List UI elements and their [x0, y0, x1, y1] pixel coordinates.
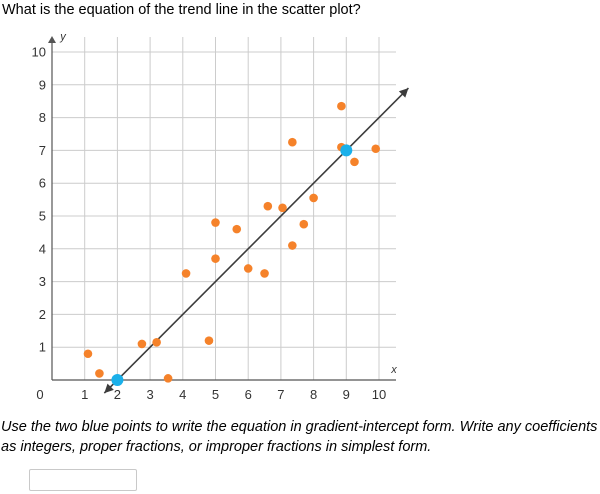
y-axis-label: y: [59, 31, 67, 43]
grid-lines: [52, 37, 396, 380]
scatter-point: [309, 193, 318, 203]
x-tick-label: 8: [310, 387, 317, 402]
scatter-point: [181, 269, 191, 278]
y-tick-label: 10: [32, 45, 46, 60]
scatter-point: [137, 339, 147, 349]
instructions-text: Use the two blue points to write the equ…: [1, 419, 598, 455]
scatter-point: [211, 218, 220, 227]
scatter-point: [350, 157, 359, 167]
y-tick-label: 9: [39, 77, 46, 92]
axes: [48, 36, 396, 381]
y-tick-label: 8: [39, 110, 46, 125]
x-tick-label: 7: [277, 387, 284, 402]
y-tick-label: 7: [39, 143, 46, 158]
x-axis-label: x: [390, 364, 397, 376]
scatter-point: [278, 203, 287, 213]
scatter-point: [371, 144, 381, 154]
question-text: What is the equation of the trend line i…: [2, 2, 361, 18]
scatter-point: [288, 241, 297, 250]
x-tick-label: 1: [81, 387, 88, 402]
x-tick-label: 2: [114, 387, 121, 402]
y-tick-label: 3: [39, 274, 46, 289]
trend-line-arrow-start-icon: [104, 383, 114, 394]
scatter-point: [260, 269, 269, 278]
y-tick-label: 5: [39, 209, 46, 224]
scatter-point: [288, 137, 297, 147]
scatter-point: [299, 219, 309, 229]
scatter-point: [211, 254, 220, 263]
scatter-plot: 1 2 3 4 5 6 7 8 9 10 1 2 3 4 5 6 7 8 9 10 0 x y: [32, 31, 409, 402]
y-axis-arrow-icon: [48, 36, 56, 43]
scatter-point: [163, 374, 173, 383]
highlighted-point: [340, 144, 353, 157]
x-tick-label: 4: [179, 387, 186, 402]
scatter-point: [83, 349, 93, 359]
y-tick-label: 2: [39, 307, 46, 322]
trend-line-arrow-end-icon: [398, 88, 409, 98]
scatter-point: [243, 264, 253, 273]
origin-label: 0: [36, 387, 43, 402]
scatter-point: [204, 336, 214, 345]
data-points: [83, 101, 381, 386]
y-tick-label: 1: [39, 340, 46, 355]
x-tick-label: 6: [245, 387, 252, 402]
axis-labels: 1 2 3 4 5 6 7 8 9 10 1 2 3 4 5 6 7 8 9 10 0 x y: [32, 31, 398, 402]
scatter-point: [263, 201, 273, 211]
scatter-point: [232, 224, 242, 234]
x-tick-label: 10: [372, 387, 386, 402]
x-tick-label: 5: [212, 387, 219, 402]
scatter-point: [152, 337, 161, 347]
answer-input[interactable]: [29, 469, 137, 491]
x-tick-label: 3: [146, 387, 153, 402]
x-tick-label: 9: [343, 387, 350, 402]
scatter-point: [95, 369, 104, 378]
highlighted-point: [111, 374, 124, 386]
y-tick-label: 4: [39, 241, 46, 256]
y-tick-label: 6: [39, 176, 46, 191]
scatter-point: [337, 101, 346, 111]
